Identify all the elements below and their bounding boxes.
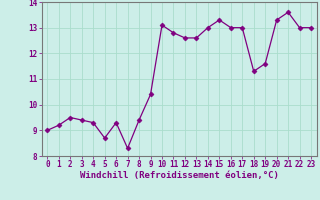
X-axis label: Windchill (Refroidissement éolien,°C): Windchill (Refroidissement éolien,°C) <box>80 171 279 180</box>
